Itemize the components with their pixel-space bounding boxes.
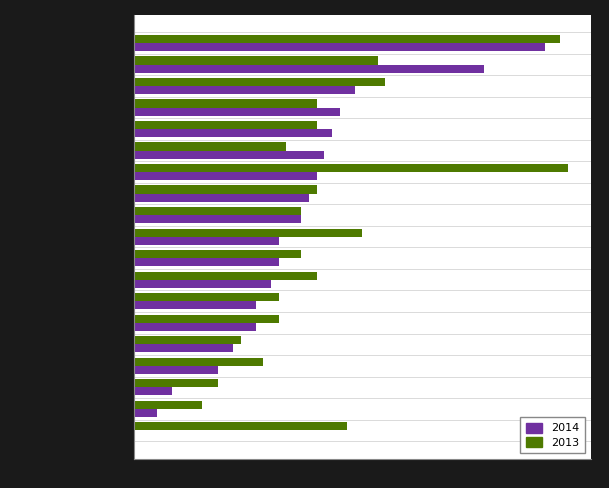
Bar <box>134 315 278 323</box>
Bar <box>134 35 560 43</box>
Bar <box>134 107 340 116</box>
Bar <box>134 56 378 64</box>
Bar <box>134 64 484 73</box>
Bar <box>134 86 354 94</box>
Bar <box>134 43 545 51</box>
Bar <box>134 301 256 309</box>
Bar <box>134 358 263 366</box>
Bar <box>134 344 233 352</box>
Bar <box>134 185 317 194</box>
Bar <box>134 78 385 86</box>
Bar <box>134 172 317 180</box>
Bar <box>134 129 332 137</box>
Bar <box>134 258 278 266</box>
Bar <box>134 280 271 288</box>
Bar <box>134 194 309 202</box>
Bar <box>134 271 317 280</box>
Bar <box>134 336 241 344</box>
Bar <box>134 409 157 417</box>
Bar <box>134 121 317 129</box>
Bar <box>134 237 278 245</box>
Bar <box>134 207 301 215</box>
Bar <box>134 366 217 374</box>
Bar <box>134 422 347 430</box>
Bar <box>134 250 301 258</box>
Bar <box>134 215 301 224</box>
Bar <box>134 228 362 237</box>
Legend: 2014, 2013: 2014, 2013 <box>520 417 585 453</box>
Bar <box>134 323 256 331</box>
Bar <box>134 142 286 151</box>
Bar <box>134 164 568 172</box>
Bar <box>134 379 217 387</box>
Bar <box>134 151 324 159</box>
Bar <box>134 401 202 409</box>
Bar <box>134 387 172 395</box>
Bar <box>134 100 317 107</box>
Bar <box>134 293 278 301</box>
